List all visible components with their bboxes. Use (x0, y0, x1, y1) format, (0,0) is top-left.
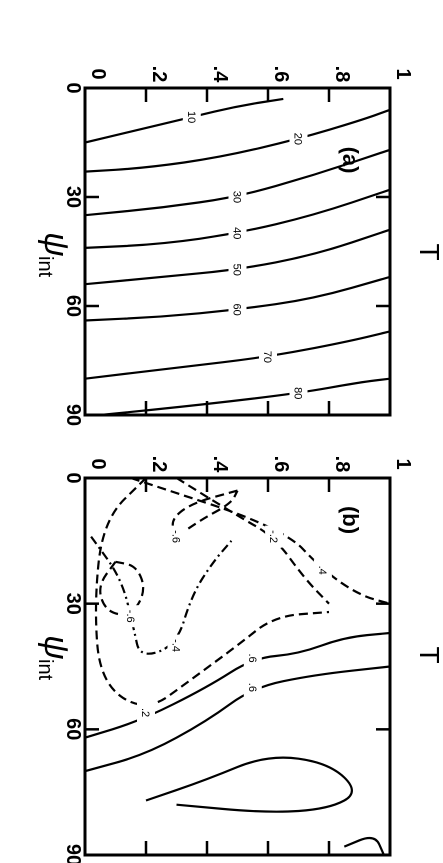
panel-b-xlabel-symbol: ψ (37, 635, 75, 660)
y-tick-label: .6 (270, 66, 292, 83)
panel-b-ylabel: T (414, 646, 443, 663)
x-tick-label: 30 (62, 186, 84, 208)
contour-label-backing (228, 186, 247, 208)
x-tick-label: 0 (62, 82, 84, 93)
contour-label-backing (121, 605, 140, 628)
contour-line-7 (85, 330, 390, 380)
panel-a-tick-labels: 0 30 60 90 0 .2 .4 .6 .8 1 (62, 66, 414, 426)
x-tick-label: 0 (62, 472, 84, 483)
contour-line-10 (343, 836, 385, 855)
panel-b-frame (83, 476, 392, 857)
panel-b-xlabel: ψ int (34, 635, 75, 681)
contour-label: .2 (139, 708, 151, 717)
y-tick-label: .4 (209, 66, 231, 84)
contour-label: 10 (185, 111, 197, 123)
contour-label: .6 (246, 683, 258, 692)
contour-label: 60 (231, 303, 243, 315)
x-tick-label: 60 (62, 718, 84, 740)
contour-label: 50 (231, 264, 243, 276)
panel-b-ticks (85, 478, 390, 855)
contour-label: -.2 (267, 530, 279, 543)
contour-label: .6 (246, 654, 258, 663)
contour-line-8 (85, 665, 390, 773)
contour-label-backing (167, 525, 186, 548)
y-tick-label: 0 (87, 68, 109, 79)
contour-line-3 (90, 535, 233, 655)
y-tick-label: 0 (87, 458, 109, 469)
contour-line-5 (94, 478, 330, 706)
panel-b-tick-labels: 0 30 60 90 0 .2 .4 .6 .8 1 (62, 456, 414, 863)
panel-b-xlabel-subscript: int (34, 659, 56, 681)
x-tick-label: 30 (62, 593, 84, 615)
y-tick-label: .2 (148, 456, 170, 473)
panel-a-ticks (85, 88, 390, 415)
panel-a-contour-labels: 10 20 30 40 50 60 70 80 (182, 106, 308, 405)
contour-label-backing (259, 345, 277, 368)
panel-b-contour-labels: -.6 -.6 -.4 -.2 .2 .4 .6 .6 (121, 525, 332, 724)
panel-a-label: (a) (338, 147, 363, 174)
y-tick-label: .8 (331, 456, 353, 473)
contour-label: 80 (292, 387, 304, 399)
contour-label: 30 (231, 191, 243, 203)
panel-a-xlabel-symbol: ψ (37, 232, 75, 257)
y-tick-label: .6 (270, 456, 292, 473)
panel-a-ylabel: T (414, 243, 443, 260)
panel-b-label: (b) (338, 506, 363, 534)
contour-line-4 (175, 478, 330, 605)
contour-label-backing (167, 634, 186, 657)
contour-label: -.6 (170, 530, 182, 543)
contour-line-7 (85, 631, 390, 739)
contour-label-backing (228, 222, 247, 245)
panel-b: 0 30 60 90 0 .2 .4 .6 .8 1 -.6 -.6 -.4 -.2 .2 .4 .6 .6 (… (34, 456, 443, 863)
panel-a-frame (83, 86, 392, 417)
contour-label: .4 (316, 566, 328, 575)
contour-label-backing (265, 525, 284, 548)
contour-label-backing (289, 127, 308, 150)
y-tick-label: 1 (392, 68, 414, 79)
panel-a-xlabel: ψ int (34, 232, 75, 278)
contour-label: 20 (292, 133, 304, 145)
contour-label-backing (289, 382, 308, 405)
contour-label-backing (243, 647, 262, 670)
contour-line-9 (145, 756, 353, 813)
contour-label-backing (228, 298, 247, 321)
y-tick-label: 1 (392, 458, 414, 469)
contour-label: 70 (261, 351, 273, 363)
panel-a: 0 30 60 90 0 .2 .4 .6 .8 1 10 20 30 40 50 60 70 80 (a) T… (34, 66, 443, 426)
contour-label: -.6 (124, 610, 136, 623)
contour-label: 40 (231, 227, 243, 239)
x-tick-label: 90 (62, 404, 84, 426)
panel-b-contours (85, 478, 390, 855)
contour-line-2 (85, 108, 390, 173)
y-tick-label: .4 (209, 456, 231, 474)
contour-label-backing (182, 106, 201, 129)
contour-label-backing (137, 701, 155, 724)
contour-label-backing (228, 258, 247, 281)
contour-line-8 (100, 377, 390, 415)
contour-label-backing (243, 676, 262, 699)
y-tick-label: .2 (148, 66, 170, 83)
y-tick-label: .8 (331, 66, 353, 83)
x-tick-label: 90 (62, 844, 84, 863)
panel-a-xlabel-subscript: int (34, 256, 56, 278)
x-tick-label: 60 (62, 295, 84, 317)
contour-label-backing (313, 559, 332, 582)
contour-label: -.4 (170, 639, 182, 652)
